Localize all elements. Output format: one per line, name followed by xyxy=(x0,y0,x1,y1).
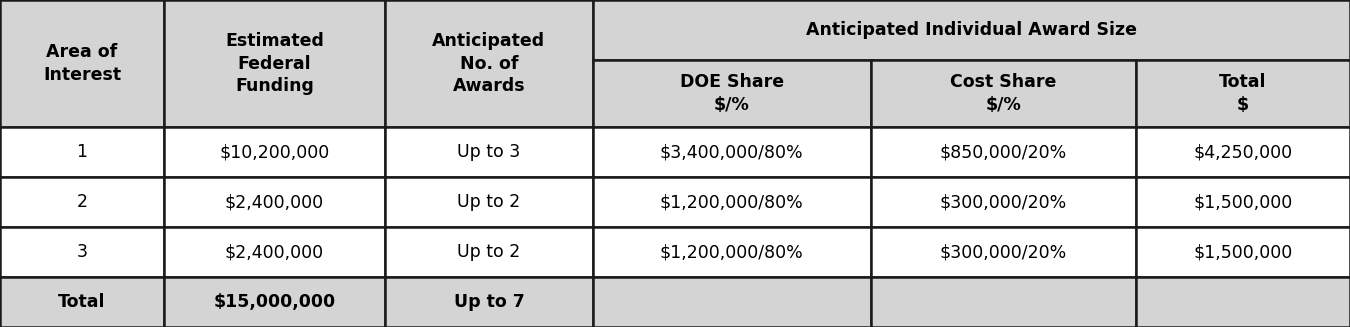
Text: Cost Share
$/%: Cost Share $/% xyxy=(950,73,1056,113)
Text: Up to 3: Up to 3 xyxy=(458,143,521,161)
Bar xyxy=(163,0,385,127)
Text: $1,200,000/80%: $1,200,000/80% xyxy=(660,193,803,211)
Bar xyxy=(1135,177,1350,227)
Bar xyxy=(163,127,385,177)
Bar xyxy=(871,177,1135,227)
Bar xyxy=(593,277,871,327)
Bar xyxy=(163,277,385,327)
Bar xyxy=(871,127,1135,177)
Text: Up to 2: Up to 2 xyxy=(458,243,521,261)
Bar xyxy=(0,127,163,177)
Text: $300,000/20%: $300,000/20% xyxy=(940,193,1066,211)
Bar xyxy=(593,227,871,277)
Text: DOE Share
$/%: DOE Share $/% xyxy=(679,73,784,113)
Text: $1,500,000: $1,500,000 xyxy=(1193,193,1292,211)
Text: Total
$: Total $ xyxy=(1219,73,1266,113)
Bar xyxy=(163,177,385,227)
Text: $15,000,000: $15,000,000 xyxy=(213,293,336,311)
Bar xyxy=(385,227,593,277)
Bar xyxy=(385,177,593,227)
Text: Total: Total xyxy=(58,293,105,311)
Bar xyxy=(593,60,871,127)
Text: $3,400,000/80%: $3,400,000/80% xyxy=(660,143,803,161)
Bar xyxy=(593,0,1350,60)
Text: $1,200,000/80%: $1,200,000/80% xyxy=(660,243,803,261)
Bar xyxy=(1135,277,1350,327)
Bar xyxy=(0,277,163,327)
Bar xyxy=(0,227,163,277)
Text: $1,500,000: $1,500,000 xyxy=(1193,243,1292,261)
Text: $2,400,000: $2,400,000 xyxy=(225,243,324,261)
Text: $850,000/20%: $850,000/20% xyxy=(940,143,1066,161)
Bar xyxy=(1135,227,1350,277)
Bar xyxy=(385,127,593,177)
Text: 2: 2 xyxy=(77,193,88,211)
Text: $300,000/20%: $300,000/20% xyxy=(940,243,1066,261)
Bar xyxy=(871,60,1135,127)
Bar xyxy=(1135,60,1350,127)
Text: Up to 7: Up to 7 xyxy=(454,293,524,311)
Bar xyxy=(385,0,593,127)
Bar xyxy=(163,227,385,277)
Bar xyxy=(593,127,871,177)
Bar xyxy=(593,177,871,227)
Bar xyxy=(0,177,163,227)
Text: 3: 3 xyxy=(77,243,88,261)
Bar xyxy=(871,227,1135,277)
Text: $2,400,000: $2,400,000 xyxy=(225,193,324,211)
Text: Up to 2: Up to 2 xyxy=(458,193,521,211)
Text: Anticipated
No. of
Awards: Anticipated No. of Awards xyxy=(432,32,545,95)
Text: Area of
Interest: Area of Interest xyxy=(43,43,122,84)
Text: Estimated
Federal
Funding: Estimated Federal Funding xyxy=(225,32,324,95)
Bar xyxy=(0,0,163,127)
Text: $10,200,000: $10,200,000 xyxy=(219,143,329,161)
Text: Anticipated Individual Award Size: Anticipated Individual Award Size xyxy=(806,21,1137,39)
Text: $4,250,000: $4,250,000 xyxy=(1193,143,1292,161)
Bar xyxy=(871,277,1135,327)
Bar xyxy=(1135,127,1350,177)
Text: 1: 1 xyxy=(77,143,88,161)
Bar xyxy=(385,277,593,327)
